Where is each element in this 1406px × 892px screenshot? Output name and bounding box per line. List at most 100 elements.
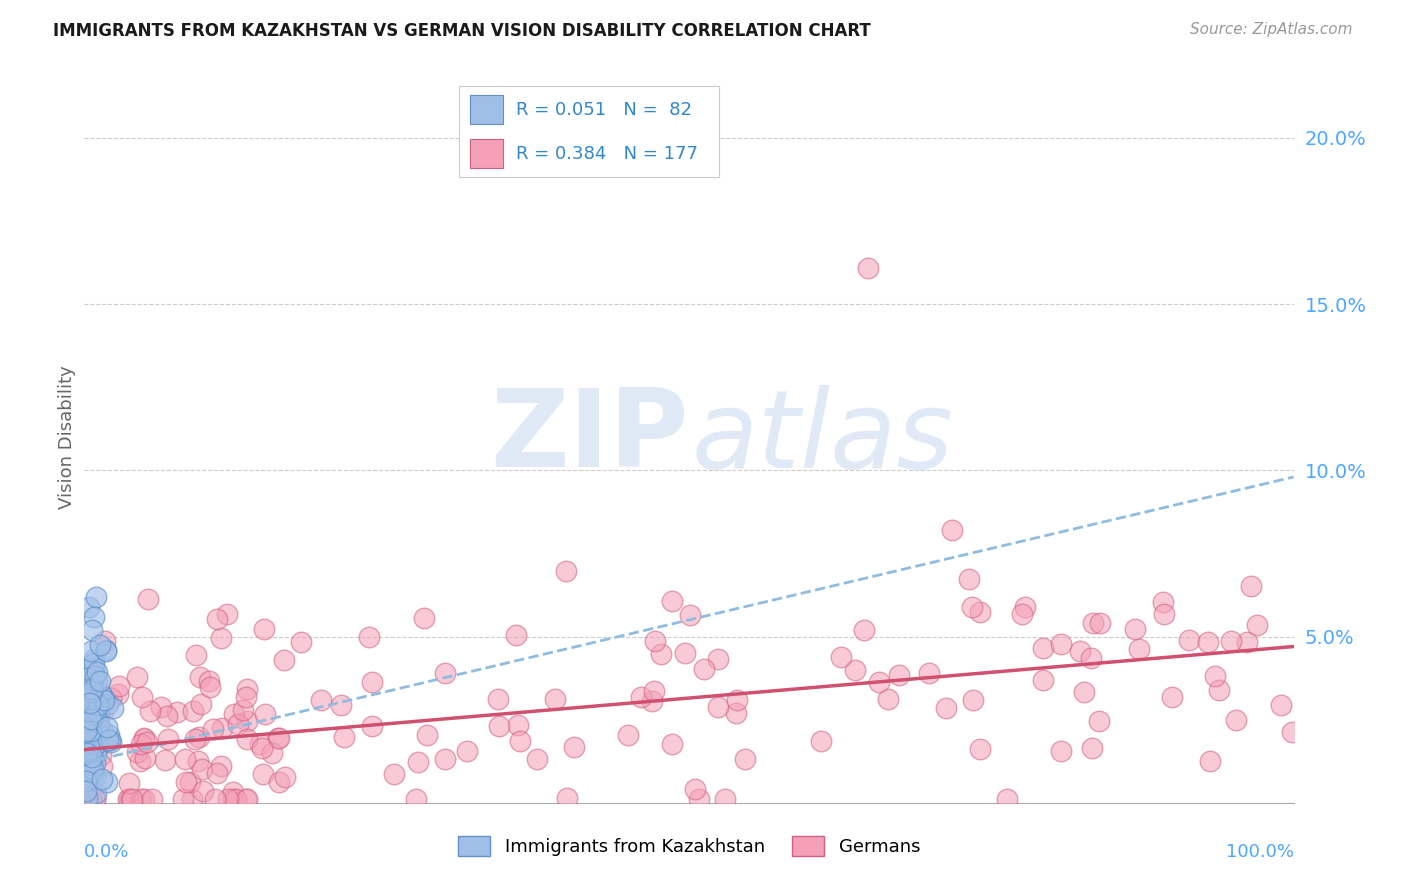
Point (830, 650, 852, 665)
Point (121, 792, 143, 806)
Point (82, 707, 104, 722)
Point (217, 792, 239, 806)
Point (76, 790, 98, 805)
Point (641, 694, 664, 708)
Point (204, 792, 226, 806)
Point (1080, 650, 1102, 665)
Point (75, 723, 97, 738)
Point (120, 792, 142, 806)
Point (1199, 754, 1222, 768)
Point (118, 792, 141, 806)
Point (1246, 617, 1268, 632)
Point (406, 755, 429, 769)
Point (190, 698, 212, 712)
Point (488, 691, 510, 706)
Point (134, 751, 156, 765)
Point (290, 635, 312, 649)
Point (1128, 641, 1150, 656)
Point (89, 639, 111, 653)
Text: atlas: atlas (692, 384, 953, 490)
Point (1087, 714, 1109, 728)
Point (96, 720, 118, 734)
Point (1220, 633, 1243, 648)
Point (80, 747, 103, 761)
Point (413, 611, 436, 625)
Point (79, 698, 101, 713)
Point (87, 739, 110, 754)
Point (235, 792, 257, 806)
Point (1050, 637, 1073, 651)
Point (1270, 698, 1292, 712)
Y-axis label: Vision Disability: Vision Disability (58, 365, 76, 509)
Point (100, 690, 122, 705)
Point (89, 673, 111, 688)
Point (84, 786, 107, 800)
Point (505, 628, 527, 642)
Point (98, 733, 121, 747)
Point (174, 752, 197, 766)
Point (80, 734, 103, 748)
Text: Source: ZipAtlas.com: Source: ZipAtlas.com (1189, 22, 1353, 37)
Point (79, 730, 101, 744)
Point (82, 715, 104, 730)
Point (488, 719, 510, 733)
Point (433, 665, 456, 680)
Point (77, 693, 100, 707)
Point (86, 674, 108, 689)
Point (725, 706, 748, 720)
Point (91, 690, 114, 705)
Point (96, 643, 118, 657)
Point (995, 792, 1018, 806)
Point (405, 792, 427, 806)
Point (84, 792, 107, 806)
Point (129, 754, 152, 768)
Point (83, 651, 105, 665)
Point (630, 690, 652, 704)
Text: 0.0%: 0.0% (84, 843, 129, 861)
Point (960, 599, 983, 614)
Point (77, 713, 100, 727)
Point (101, 701, 124, 715)
Point (87, 726, 110, 740)
Point (274, 770, 297, 784)
Point (76, 671, 98, 685)
Point (80, 712, 103, 726)
Point (209, 631, 232, 645)
Point (222, 785, 245, 799)
Point (79, 696, 101, 710)
Point (125, 745, 148, 759)
Point (93, 704, 115, 718)
Point (77, 762, 100, 776)
Point (181, 704, 204, 718)
Point (94, 634, 117, 648)
Point (564, 740, 586, 755)
Point (97, 733, 120, 747)
Point (253, 622, 276, 636)
Point (125, 670, 148, 684)
Point (84, 731, 107, 746)
Point (156, 709, 179, 723)
Point (98, 728, 121, 742)
Point (1152, 595, 1174, 609)
Point (1281, 725, 1303, 739)
Point (509, 733, 531, 747)
Point (506, 718, 529, 732)
Point (80, 792, 103, 806)
Point (76, 678, 98, 692)
Point (555, 564, 578, 578)
Point (1090, 615, 1112, 630)
Point (82, 762, 104, 776)
Point (141, 792, 163, 806)
Point (84, 704, 107, 718)
Point (118, 776, 141, 790)
Point (129, 737, 152, 751)
Point (661, 593, 683, 607)
Point (91, 690, 114, 705)
Point (75, 739, 97, 753)
Point (962, 693, 984, 707)
Point (856, 260, 879, 275)
Point (714, 792, 737, 806)
Point (1240, 579, 1263, 593)
Point (153, 753, 176, 767)
Point (1153, 607, 1175, 621)
